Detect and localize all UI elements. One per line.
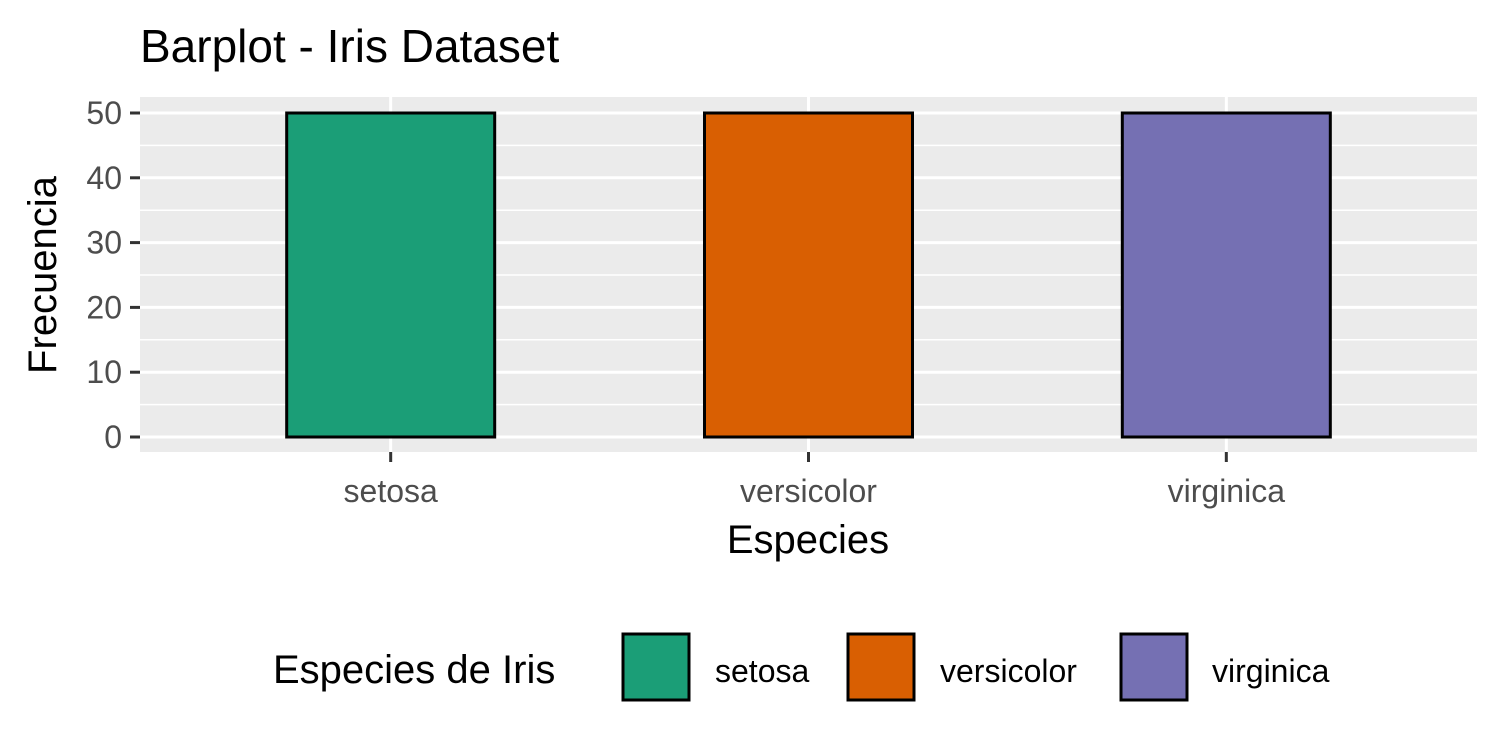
- y-tick-label: 10: [86, 354, 122, 390]
- legend-title: Especies de Iris: [273, 648, 555, 692]
- chart-title: Barplot - Iris Dataset: [140, 20, 559, 72]
- legend-key-versicolor: [846, 632, 916, 702]
- y-tick-label: 0: [104, 419, 122, 455]
- legend-label-versicolor: versicolor: [940, 653, 1077, 689]
- bar-versicolor: [703, 111, 914, 439]
- legend-key-virginica: [1119, 632, 1189, 702]
- x-tick-label-virginica: virginica: [1168, 473, 1286, 509]
- y-axis: 0 10 20 30 40 50: [86, 95, 140, 455]
- x-tick-label-versicolor: versicolor: [740, 473, 877, 509]
- y-tick-label: 40: [86, 160, 122, 196]
- bar-virginica: [1120, 111, 1332, 439]
- bar-setosa: [285, 111, 497, 439]
- x-tick-label-setosa: setosa: [344, 473, 438, 509]
- legend-items: setosa versicolor virginica: [621, 632, 1330, 702]
- legend-key-setosa: [621, 632, 691, 702]
- y-tick-label: 30: [86, 225, 122, 261]
- x-axis-title: Especies: [727, 518, 889, 562]
- y-tick-label: 50: [86, 95, 122, 131]
- y-tick-label: 20: [86, 289, 122, 325]
- x-axis: setosa versicolor virginica: [344, 452, 1286, 509]
- legend-label-virginica: virginica: [1212, 653, 1330, 689]
- y-axis-title: Frecuencia: [21, 175, 65, 374]
- legend-label-setosa: setosa: [715, 653, 809, 689]
- bars: [285, 111, 1332, 439]
- legend: Especies de Iris setosa versicolor virgini…: [273, 632, 1330, 702]
